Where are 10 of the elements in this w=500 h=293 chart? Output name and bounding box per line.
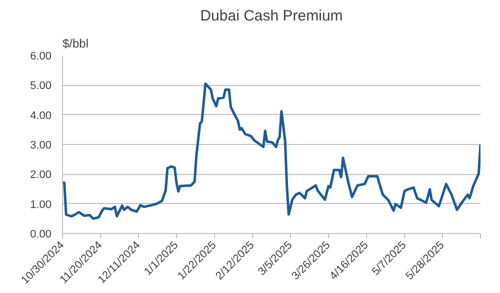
- y-tick-label: 2.00: [30, 169, 52, 182]
- y-tick-label: 0.00: [30, 228, 52, 240]
- y-tick-label: 1.00: [30, 198, 52, 211]
- y-tick-label: 3.00: [30, 140, 52, 152]
- y-tick-label: 6.00: [30, 50, 52, 62]
- line-series: [62, 82, 480, 220]
- y-tick-label: 4.00: [30, 110, 52, 122]
- chart-title: Dubai Cash Premium: [200, 8, 343, 24]
- y-tick-label: 5.00: [30, 80, 52, 92]
- y-axis-title: $/bbl: [62, 36, 89, 50]
